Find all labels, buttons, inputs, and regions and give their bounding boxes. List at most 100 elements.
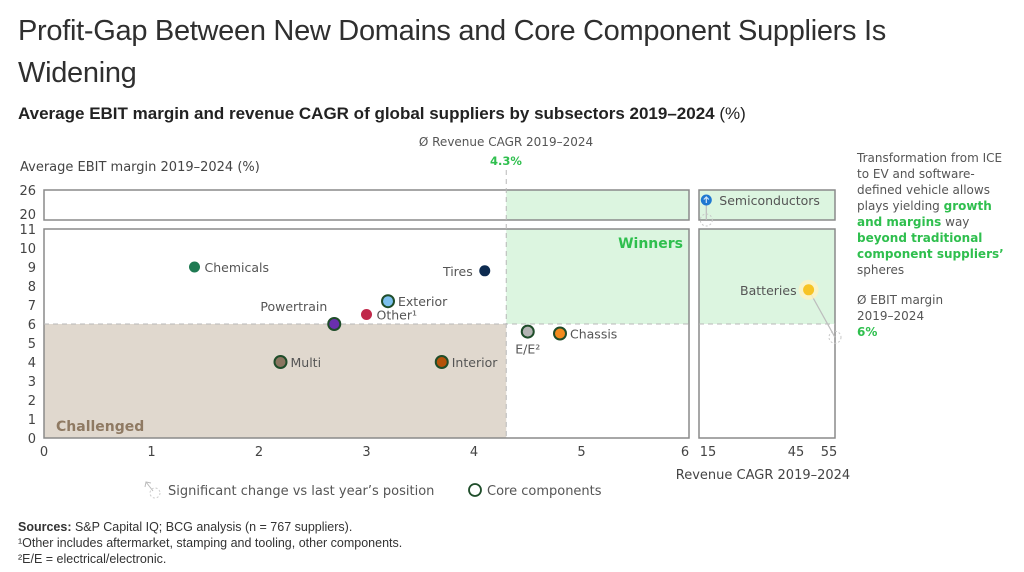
data-point-interior: Interior <box>434 355 498 370</box>
x-tick-label: 15 <box>700 445 717 460</box>
challenged-label: Challenged <box>56 419 144 435</box>
page-title: Profit-Gap Between New Domains and Core … <box>18 15 886 89</box>
point-label: Exterior <box>398 294 448 309</box>
y-tick-label: 10 <box>19 242 36 257</box>
point-label: E/E² <box>515 342 540 357</box>
winners-zone-upper <box>506 190 689 220</box>
y-tick-label: 4 <box>28 356 36 371</box>
note-text-1: Transformation from ICE to EV and softwa… <box>857 151 1003 213</box>
y-tick-label: 9 <box>28 261 36 276</box>
point-label: Chassis <box>570 327 617 342</box>
x-tick-label: 1 <box>147 445 155 460</box>
sources-label: Sources: <box>18 520 72 534</box>
x-tick-label: 55 <box>821 445 838 460</box>
point-label: Semiconductors <box>719 193 820 208</box>
point-marker <box>273 355 288 369</box>
avg-cagr-label: Ø Revenue CAGR 2019–2024 <box>419 135 593 149</box>
y-tick-label: 3 <box>28 375 36 390</box>
y-tick-label: 7 <box>28 299 36 314</box>
point-label: Chemicals <box>205 260 270 275</box>
point-label: Powertrain <box>260 299 327 314</box>
data-point-other: Other¹ <box>361 308 417 323</box>
y-tick-label: 5 <box>28 337 36 352</box>
panel-frames <box>43 189 836 439</box>
reference-lines <box>44 170 835 438</box>
point-marker <box>479 265 491 277</box>
previous-position-marker <box>828 330 842 344</box>
y-axis-label: Average EBIT margin 2019–2024 (%) <box>20 160 260 175</box>
avg-ebit-label-1: Ø EBIT margin <box>857 293 944 307</box>
note-bold-1: growth and margins <box>857 199 992 229</box>
point-marker <box>520 324 535 339</box>
point-marker <box>553 326 567 341</box>
change-arrow-icon <box>144 481 161 499</box>
note-text-3: spheres <box>857 263 905 277</box>
quadrant-backgrounds <box>44 190 835 438</box>
x-tick-label: 2 <box>255 445 263 460</box>
x-tick-label: 45 <box>788 445 805 460</box>
data-point-semiconductors: Semiconductors <box>699 193 820 227</box>
point-marker <box>434 355 449 369</box>
avg-cagr-value: 4.3% <box>490 154 522 168</box>
footnote-2: ²E/E = electrical/electronic. <box>18 552 167 566</box>
avg-ebit-label-2: 2019–2024 <box>857 309 925 323</box>
legend-change-label: Significant change vs last year’s positi… <box>168 484 434 499</box>
point-label: Interior <box>452 355 498 370</box>
footnote-1: ¹Other includes aftermarket, stamping an… <box>18 536 403 550</box>
panel-frame-lower-left <box>43 228 690 439</box>
subtitle-unit: (%) <box>719 104 746 123</box>
winners-label: Winners <box>618 236 683 252</box>
data-point-multi: Multi <box>273 355 321 370</box>
up-arrow-icon <box>703 196 710 203</box>
point-label: Tires <box>442 264 473 279</box>
x-tick-label: 0 <box>40 445 48 460</box>
note-bold-2: beyond traditional component suppliers’ <box>857 231 1004 261</box>
data-point-tires: Tires <box>442 264 491 279</box>
y-tick-label: 8 <box>28 280 36 295</box>
point-marker <box>381 294 395 309</box>
y-tick-label: 6 <box>28 318 36 333</box>
data-point-powertrain: Powertrain <box>260 299 342 331</box>
y-tick-label: 1 <box>28 413 36 428</box>
note-text-2: way <box>941 215 970 229</box>
challenged-zone <box>44 324 507 438</box>
legend-core-label: Core components <box>487 484 602 499</box>
y-tick-label: 0 <box>28 432 36 447</box>
x-axis-label: Revenue CAGR 2019–2024 <box>676 468 850 483</box>
sources-text: S&P Capital IQ; BCG analysis (n = 767 su… <box>71 520 353 534</box>
point-label: Batteries <box>740 283 797 298</box>
winners-zone-right-upper <box>699 190 835 220</box>
chart-subtitle: Average EBIT margin and revenue CAGR of … <box>18 104 746 124</box>
y-tick-label: 26 <box>19 184 36 199</box>
x-tick-label: 4 <box>470 445 478 460</box>
core-outline-icon <box>468 483 482 497</box>
y-tick-label: 2 <box>28 394 36 409</box>
panel-frame-upper-left <box>43 189 690 221</box>
avg-ebit-value: 6% <box>857 325 878 339</box>
x-tick-label: 5 <box>577 445 585 460</box>
legend-change: Significant change vs last year’s positi… <box>144 481 434 499</box>
data-point-batteries: Batteries <box>740 279 842 344</box>
point-marker <box>361 309 372 320</box>
data-point-e-e: E/E² <box>515 324 540 357</box>
y-tick-label: 11 <box>19 223 36 238</box>
subtitle-text: Average EBIT margin and revenue CAGR of … <box>18 104 715 123</box>
footnotes: Sources: S&P Capital IQ; BCG analysis (n… <box>18 519 402 567</box>
panel-frame-lower-right <box>698 228 836 439</box>
winners-zone-right-lower <box>699 229 835 324</box>
point-marker <box>327 317 342 331</box>
x-tick-label: 6 <box>681 445 689 460</box>
data-point-chassis: Chassis <box>553 326 617 342</box>
legend-core: Core components <box>468 483 602 499</box>
y-tick-label: 20 <box>19 208 36 223</box>
point-marker <box>803 284 815 296</box>
side-note: Transformation from ICE to EV and softwa… <box>857 150 1017 340</box>
x-tick-label: 3 <box>362 445 370 460</box>
winners-zone-lower <box>506 229 689 324</box>
previous-position-marker <box>699 213 713 227</box>
point-label: Other¹ <box>377 308 418 323</box>
point-marker <box>189 261 200 273</box>
